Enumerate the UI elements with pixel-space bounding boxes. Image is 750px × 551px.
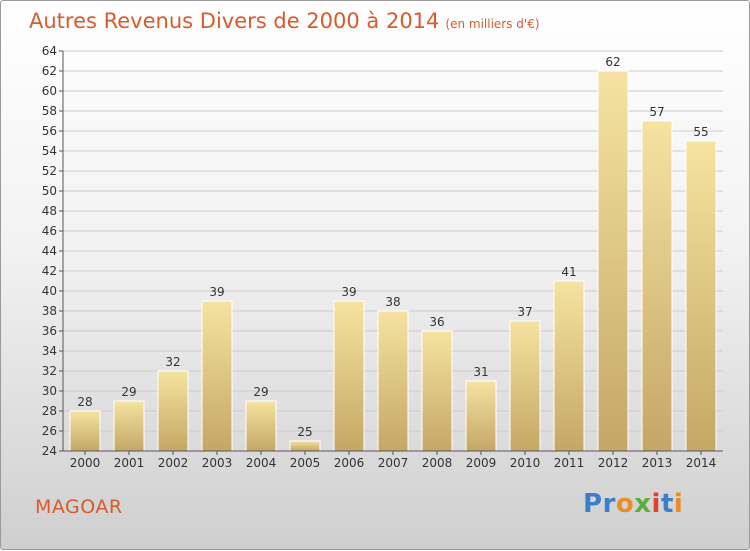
y-tick-label: 40 <box>42 284 57 298</box>
labels: 24 26 28 30 32 34 36 38 40 42 44 46 48 50 52 54 56 58 60 62… <box>42 44 717 470</box>
y-tick-label: 32 <box>42 364 57 378</box>
brand-logo-letter: r <box>602 489 616 519</box>
x-tick-label: 2012 <box>598 456 629 470</box>
bar <box>597 70 629 452</box>
brand-logo-letter: t <box>660 489 674 519</box>
y-tick-label: 52 <box>42 164 57 178</box>
bar-value-label: 38 <box>385 295 400 309</box>
bar <box>509 320 541 452</box>
y-tick-label: 62 <box>42 64 57 78</box>
y-tick-label: 34 <box>42 344 57 358</box>
chart-subtitle: (en milliers d'€) <box>445 17 540 31</box>
brand-logo: Proxiti <box>583 489 683 519</box>
chart-title: Autres Revenus Divers de 2000 à 2014 (en … <box>29 9 540 33</box>
bar <box>377 310 409 452</box>
x-tick-label: 2007 <box>378 456 409 470</box>
bar <box>553 280 585 452</box>
x-tick-label: 2006 <box>334 456 365 470</box>
bar <box>421 330 453 452</box>
y-tick-label: 54 <box>42 144 57 158</box>
x-tick-label: 2013 <box>642 456 673 470</box>
commune-label: MAGOAR <box>35 496 123 518</box>
chart-title-text: Autres Revenus Divers de 2000 à 2014 <box>29 9 440 33</box>
y-tick-label: 24 <box>42 444 57 458</box>
bar <box>245 400 277 452</box>
x-tick-label: 2010 <box>510 456 541 470</box>
y-tick-label: 56 <box>42 124 57 138</box>
bars <box>69 70 717 452</box>
bar <box>157 370 189 452</box>
bar-value-label: 37 <box>517 305 532 319</box>
bar-value-label: 57 <box>649 105 664 119</box>
bar-value-label: 29 <box>121 385 136 399</box>
brand-logo-letter: i <box>651 489 661 519</box>
bar-value-label: 62 <box>605 55 620 69</box>
bar-value-label: 39 <box>341 285 356 299</box>
bar-value-label: 41 <box>561 265 576 279</box>
bar-value-label: 29 <box>253 385 268 399</box>
x-tick-label: 2009 <box>466 456 497 470</box>
x-tick-label: 2002 <box>158 456 189 470</box>
bar-value-label: 32 <box>165 355 180 369</box>
brand-logo-letter: o <box>615 489 635 519</box>
y-tick-label: 58 <box>42 104 57 118</box>
y-tick-label: 50 <box>42 184 57 198</box>
y-tick-label: 28 <box>42 404 57 418</box>
bar <box>69 410 101 452</box>
bar-value-label: 39 <box>209 285 224 299</box>
x-tick-label: 2005 <box>290 456 321 470</box>
x-tick-label: 2008 <box>422 456 453 470</box>
y-tick-label: 60 <box>42 84 57 98</box>
axes <box>59 50 723 455</box>
y-tick-label: 44 <box>42 244 57 258</box>
brand-logo-letter: P <box>583 489 603 519</box>
y-tick-label: 48 <box>42 204 57 218</box>
bar <box>289 440 321 452</box>
y-tick-label: 46 <box>42 224 57 238</box>
y-tick-label: 42 <box>42 264 57 278</box>
bar-value-label: 28 <box>77 395 92 409</box>
bar <box>113 400 145 452</box>
y-tick-label: 30 <box>42 384 57 398</box>
x-tick-label: 2011 <box>554 456 585 470</box>
bar-value-label: 31 <box>473 365 488 379</box>
brand-logo-letter: x <box>634 489 652 519</box>
x-tick-label: 2014 <box>686 456 717 470</box>
bar <box>465 380 497 452</box>
x-tick-label: 2003 <box>202 456 233 470</box>
bar-value-label: 25 <box>297 425 312 439</box>
y-tick-label: 36 <box>42 324 57 338</box>
x-tick-label: 2000 <box>70 456 101 470</box>
bar-value-label: 36 <box>429 315 444 329</box>
bar <box>333 300 365 452</box>
bar <box>201 300 233 452</box>
x-tick-label: 2001 <box>114 456 145 470</box>
bar <box>641 120 673 452</box>
x-tick-label: 2004 <box>246 456 277 470</box>
brand-logo-letter: i <box>673 489 684 519</box>
y-tick-label: 64 <box>42 44 57 58</box>
y-tick-label: 26 <box>42 424 57 438</box>
bar-value-label: 55 <box>693 125 708 139</box>
bar <box>685 140 717 452</box>
y-tick-label: 38 <box>42 304 57 318</box>
